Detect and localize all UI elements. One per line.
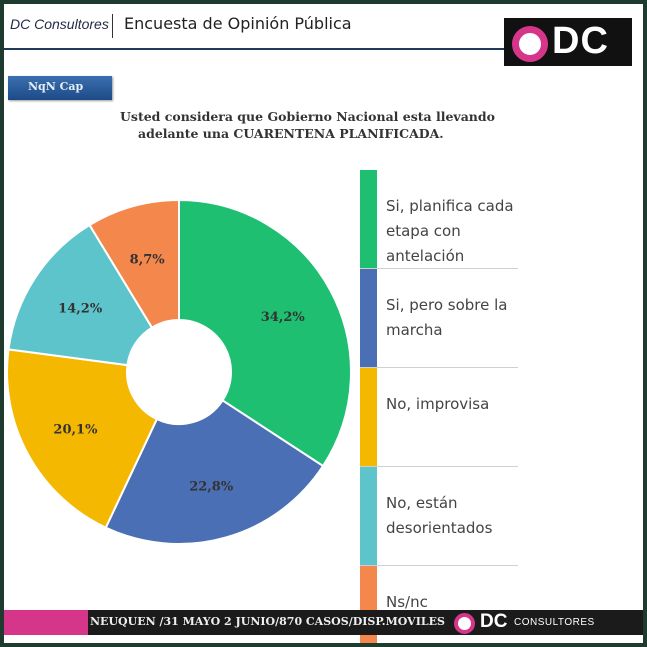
slice-data-label: 14,2% xyxy=(58,302,103,317)
donut-slice xyxy=(88,198,180,329)
slice-data-label: 22,8% xyxy=(189,480,234,495)
chart-legend: Si, planifica cada etapa con antelación S… xyxy=(360,170,518,643)
logo-ring-icon xyxy=(512,26,548,62)
region-tag: NqN Cap xyxy=(8,76,112,100)
legend-label: Ns/nc xyxy=(386,593,428,611)
question-line-1: Usted considera que Gobierno Nacional es… xyxy=(120,109,495,124)
donut-slice xyxy=(7,223,154,367)
footer-logo-consultores: CONSULTORES xyxy=(514,617,595,628)
header-title: Encuesta de Opinión Pública xyxy=(124,14,352,33)
footer-logo-dc: DC xyxy=(480,611,508,632)
header-rule xyxy=(4,48,504,50)
slice-data-label: 8,7% xyxy=(130,252,166,267)
legend-item: No, están desorientados xyxy=(360,466,518,565)
question-line-2: adelante una CUARENTENA PLANIFICADA. xyxy=(138,126,444,141)
donut-chart: 34,2% 22,8% 20,1% 14,2% 8,7% xyxy=(6,198,352,544)
legend-label: No, están desorientados xyxy=(386,494,493,537)
legend-swatch xyxy=(360,269,377,367)
donut-slice xyxy=(178,198,352,468)
legend-label: Si, planifica cada etapa con antelación xyxy=(386,197,514,265)
region-tag-label: NqN Cap xyxy=(28,80,84,93)
question-text: Usted considera que Gobierno Nacional es… xyxy=(94,108,554,142)
dc-logo: DC xyxy=(504,18,632,66)
legend-item: Si, pero sobre la marcha xyxy=(360,268,518,367)
legend-swatch xyxy=(360,170,377,268)
legend-label: Si, pero sobre la marcha xyxy=(386,296,508,339)
donut-slice xyxy=(104,399,325,544)
footer-accent xyxy=(4,610,88,635)
slice-data-label: 20,1% xyxy=(53,423,98,438)
footer-caption: NEUQUEN /31 MAYO 2 JUNIO/870 CASOS/DISP.… xyxy=(90,615,445,628)
legend-item: Si, planifica cada etapa con antelación xyxy=(360,170,518,268)
survey-slide: DC Consultores Encuesta de Opinión Públi… xyxy=(4,4,643,643)
legend-swatch xyxy=(360,368,377,466)
footer-bar: NEUQUEN /31 MAYO 2 JUNIO/870 CASOS/DISP.… xyxy=(4,610,643,635)
brand-name: DC Consultores xyxy=(10,16,109,32)
legend-item: No, improvisa xyxy=(360,367,518,466)
donut-slice xyxy=(6,348,159,529)
footer-logo-ring-icon xyxy=(454,613,475,634)
legend-swatch xyxy=(360,467,377,565)
slice-data-label: 34,2% xyxy=(261,310,306,325)
legend-label: No, improvisa xyxy=(386,395,490,413)
logo-text: DC xyxy=(552,20,609,62)
header-separator xyxy=(112,14,113,38)
